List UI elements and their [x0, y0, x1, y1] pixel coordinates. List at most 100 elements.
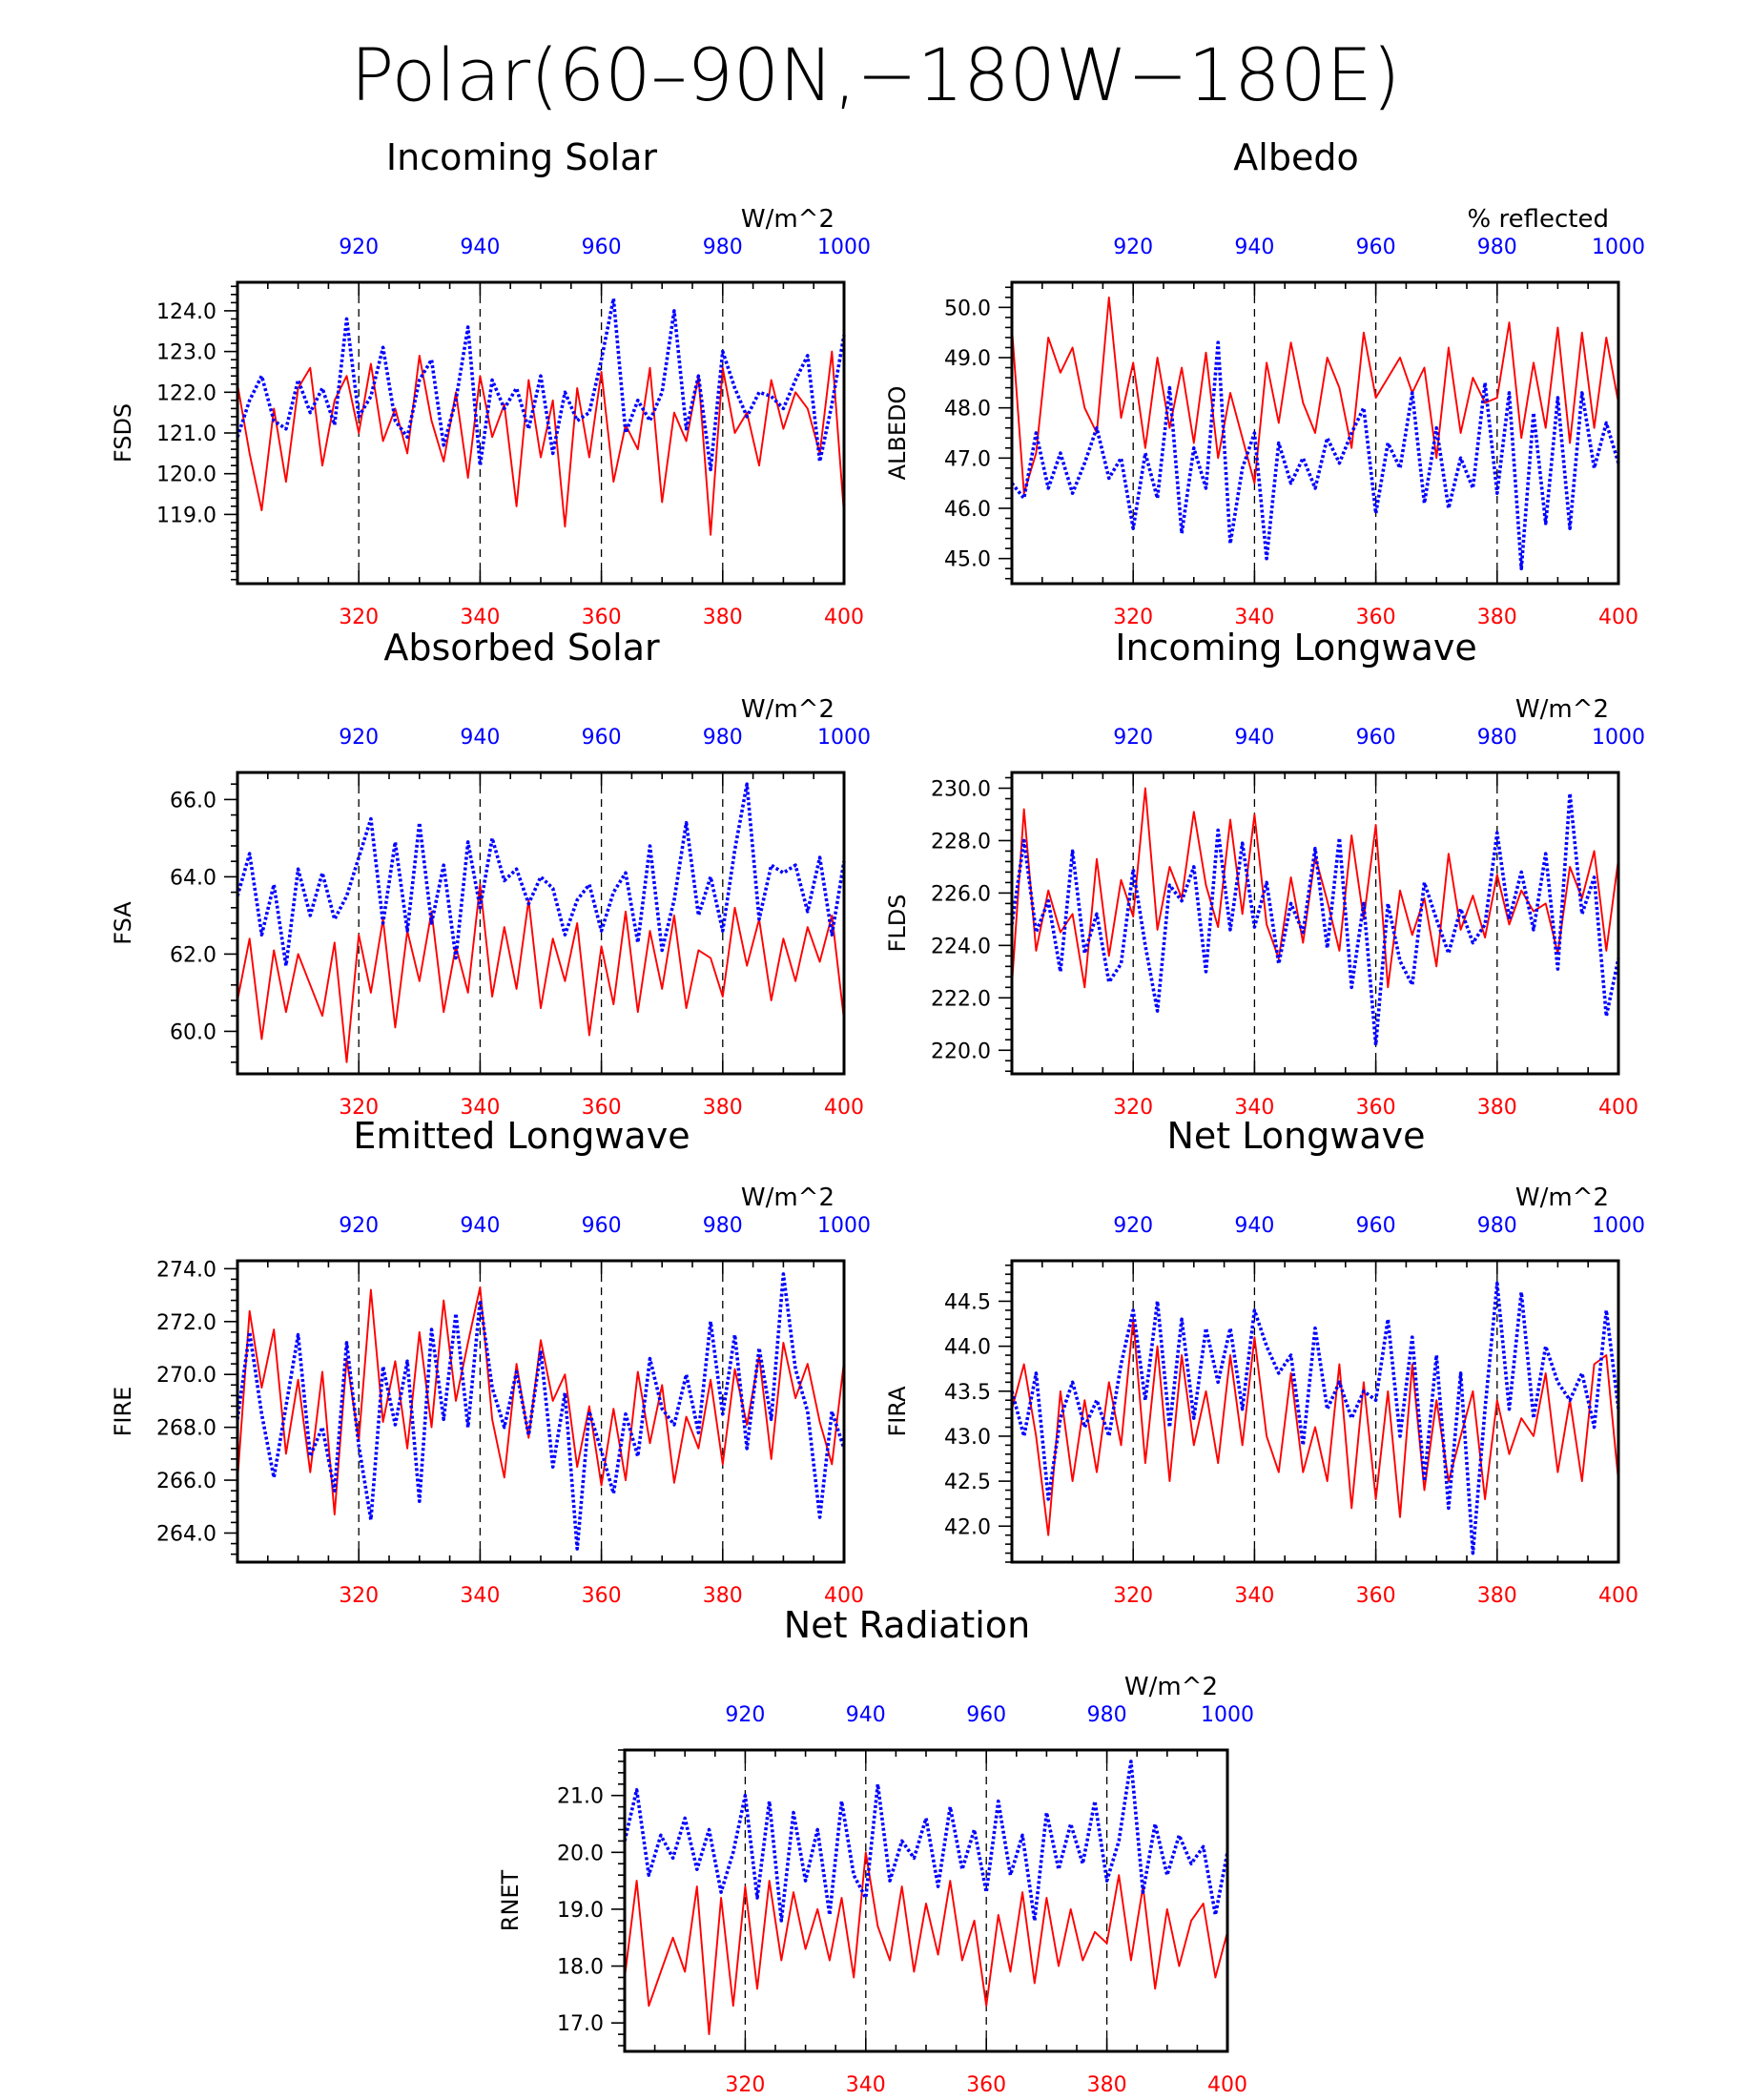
x-tick-label-bottom: 360: [1356, 606, 1396, 629]
x-tick-label-top: 1000: [817, 726, 871, 750]
y-tick-label: 48.0: [944, 398, 991, 422]
y-tick-label: 272.0: [156, 1311, 216, 1335]
x-tick-label-top: 940: [460, 726, 500, 750]
y-tick-label: 274.0: [156, 1258, 216, 1282]
plot-frame: [623, 1748, 1229, 2053]
x-tick-label-top: 980: [703, 726, 743, 750]
x-tick-label-top: 960: [582, 1214, 622, 1238]
x-tick-label-bottom: 360: [582, 1096, 622, 1120]
series-line-top-axis: [236, 297, 846, 472]
series-line-bottom-axis: [624, 1851, 1228, 2036]
x-tick-label-bottom: 380: [703, 1584, 743, 1608]
x-tick-label-bottom: 320: [725, 2073, 765, 2097]
x-tick-label-top: 920: [1113, 1214, 1153, 1238]
chart-panel-3: Absorbed Solar W/m^2 320 340 360 380 400 920 940…: [110, 627, 871, 1120]
y-tick-label: 220.0: [931, 1040, 991, 1063]
chart-panel-4: Incoming Longwave W/m^2 320 340 360 380 400 920…: [884, 627, 1645, 1120]
x-tick-label-top: 940: [460, 1214, 500, 1238]
x-tick-label-bottom: 400: [824, 606, 864, 629]
panel-title: Absorbed Solar: [383, 627, 660, 669]
x-tick-label-top: 920: [725, 1703, 765, 1727]
x-tick-label-top: 960: [966, 1703, 1006, 1727]
y-tick-label: 44.0: [944, 1336, 991, 1360]
x-tick-label-top: 960: [582, 236, 622, 259]
units-label: W/m^2: [1515, 1184, 1609, 1212]
x-tick-label-top: 960: [1356, 726, 1396, 750]
x-tick-label-top: 980: [1087, 1703, 1127, 1727]
x-tick-label-top: 1000: [1592, 726, 1645, 750]
y-tick-label: 60.0: [170, 1020, 216, 1044]
x-tick-label-top: 980: [1477, 1214, 1517, 1238]
y-tick-label: 66.0: [170, 789, 216, 813]
x-tick-label-top: 940: [1234, 236, 1274, 259]
units-label: % reflected: [1468, 205, 1609, 234]
y-tick-label: 45.0: [944, 548, 991, 572]
x-tick-label-bottom: 380: [1477, 1584, 1517, 1608]
x-tick-label-bottom: 380: [703, 1096, 743, 1120]
y-tick-label: 270.0: [156, 1364, 216, 1388]
x-tick-label-top: 920: [339, 726, 379, 750]
y-tick-label: 18.0: [557, 1956, 604, 1980]
x-tick-label-bottom: 340: [460, 1096, 500, 1120]
y-tick-label: 46.0: [944, 498, 991, 522]
x-tick-label-bottom: 360: [1356, 1584, 1396, 1608]
y-tick-label: 266.0: [156, 1470, 216, 1493]
x-tick-label-top: 960: [582, 726, 622, 750]
x-tick-label-bottom: 380: [1087, 2073, 1127, 2097]
panel-title: Net Longwave: [1167, 1115, 1426, 1157]
chart-panel-7: Net Radiation W/m^2 320 340 360 380 400 920 940 9…: [497, 1604, 1254, 2097]
series-line-bottom-axis: [1011, 296, 1619, 495]
chart-panel-1: Incoming Solar W/m^2 320 340 360 380 400 920 940…: [110, 136, 871, 629]
y-tick-label: 42.5: [944, 1471, 991, 1494]
y-tick-label: 226.0: [931, 882, 991, 906]
y-tick-label: 122.0: [156, 381, 216, 405]
panel-title: Incoming Solar: [386, 136, 658, 178]
y-tick-label: 228.0: [931, 830, 991, 854]
units-label: W/m^2: [1124, 1673, 1218, 1701]
y-axis-label: FIRE: [110, 1387, 136, 1437]
plot-frame: [236, 1259, 846, 1564]
x-tick-label-top: 960: [1356, 236, 1396, 259]
units-label: W/m^2: [741, 1184, 834, 1212]
x-tick-label-bottom: 340: [1234, 606, 1274, 629]
y-tick-label: 230.0: [931, 777, 991, 801]
x-tick-label-top: 1000: [817, 1214, 871, 1238]
y-tick-label: 224.0: [931, 935, 991, 958]
y-tick-label: 64.0: [170, 866, 216, 890]
y-tick-label: 20.0: [557, 1842, 604, 1865]
x-tick-label-bottom: 360: [582, 1584, 622, 1608]
y-tick-label: 119.0: [156, 504, 216, 527]
y-axis-label: FIRA: [884, 1386, 911, 1437]
units-label: W/m^2: [1515, 695, 1609, 724]
x-tick-label-bottom: 380: [1477, 1096, 1517, 1120]
x-tick-label-bottom: 340: [1234, 1096, 1274, 1120]
series-line-top-axis: [1010, 792, 1620, 1047]
series-line-top-axis: [236, 782, 846, 968]
y-tick-label: 121.0: [156, 422, 216, 446]
y-tick-label: 42.0: [944, 1515, 991, 1539]
y-tick-label: 43.0: [944, 1426, 991, 1450]
units-label: W/m^2: [741, 695, 834, 724]
x-tick-label-bottom: 340: [460, 606, 500, 629]
x-tick-label-bottom: 400: [1598, 1584, 1638, 1608]
series-line-top-axis: [1010, 340, 1620, 571]
y-axis-label: ALBEDO: [884, 386, 911, 481]
units-label: W/m^2: [741, 205, 834, 234]
y-tick-label: 43.5: [944, 1381, 991, 1405]
y-axis-label: FSA: [110, 901, 136, 945]
x-tick-label-bottom: 400: [1598, 1096, 1638, 1120]
x-tick-label-bottom: 360: [1356, 1096, 1396, 1120]
series-line-bottom-axis: [1011, 787, 1619, 989]
x-tick-label-bottom: 320: [339, 606, 379, 629]
plot-frame: [1010, 1259, 1620, 1564]
y-tick-label: 47.0: [944, 447, 991, 471]
x-tick-label-top: 940: [1234, 726, 1274, 750]
x-tick-label-bottom: 400: [1598, 606, 1638, 629]
y-axis-label: FSDS: [110, 403, 136, 463]
series-line-bottom-axis: [237, 350, 845, 536]
y-tick-label: 19.0: [557, 1899, 604, 1923]
series-line-bottom-axis: [1011, 1318, 1619, 1536]
x-tick-label-top: 1000: [817, 236, 871, 259]
x-tick-label-bottom: 320: [339, 1584, 379, 1608]
